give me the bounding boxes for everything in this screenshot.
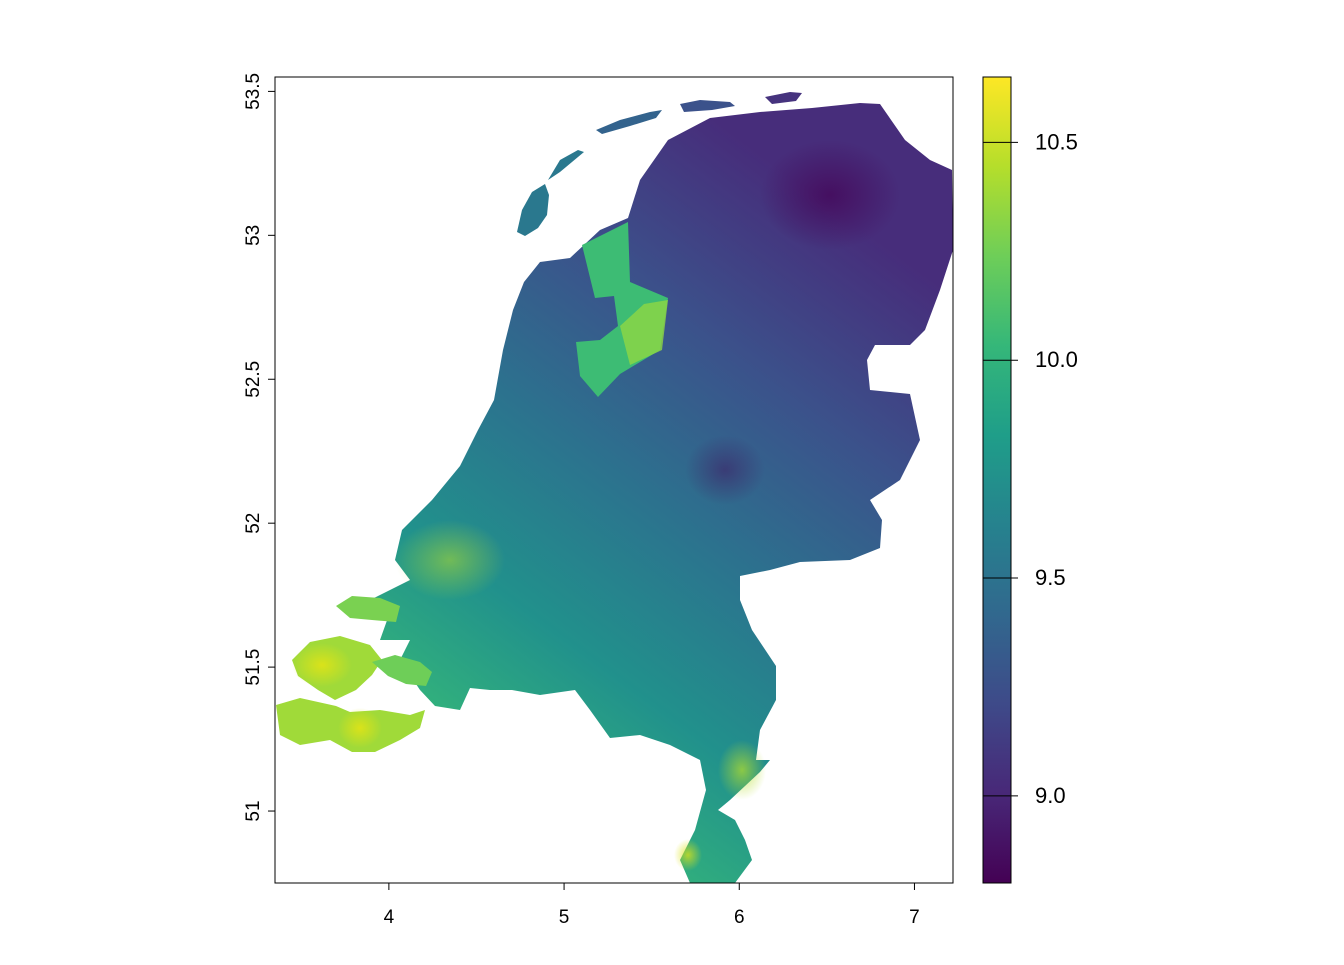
y-tick-label: 52.5 xyxy=(243,361,264,398)
y-tick-label: 51 xyxy=(243,800,264,821)
wadden-island-texel xyxy=(517,184,549,236)
plot-frame xyxy=(274,76,954,884)
mainland xyxy=(370,103,953,883)
hotspot-zeeland xyxy=(292,643,352,687)
x-tick-label: 5 xyxy=(559,907,570,928)
temperature-raster xyxy=(276,92,953,883)
zeeland-beveland xyxy=(372,655,432,686)
colorbar-tick-label: 9.0 xyxy=(1035,783,1066,808)
wadden-island-vlieland xyxy=(548,150,584,180)
wadden-island-ameland xyxy=(680,100,735,112)
hotspot-limburg-south xyxy=(674,839,702,871)
x-tick-label: 7 xyxy=(909,907,920,928)
colorbar-tick-label: 9.5 xyxy=(1035,565,1066,590)
coldspot-veluwe xyxy=(685,435,765,505)
zeeland-schouwen xyxy=(336,596,400,622)
colorbar-tick-label: 10.5 xyxy=(1035,129,1078,154)
coldspot-drenthe xyxy=(760,140,900,250)
x-axis: 4 5 6 7 xyxy=(384,883,920,928)
y-axis: 51 51.5 52 52.5 53 53.5 xyxy=(243,73,275,822)
y-tick-label: 53.5 xyxy=(243,73,264,110)
colorbar-tick-label: 10.0 xyxy=(1035,347,1078,372)
hotspot-flanders xyxy=(338,708,382,748)
x-tick-label: 6 xyxy=(734,907,745,928)
hotspot-limburg xyxy=(718,740,766,800)
hotspot-coast xyxy=(395,520,505,600)
wadden-island-schiermonnikoog xyxy=(765,92,802,104)
colorbar-ticks: 9.0 9.5 10.0 10.5 xyxy=(983,129,1078,808)
y-tick-label: 51.5 xyxy=(243,649,264,686)
x-tick-label: 4 xyxy=(384,907,395,928)
colorbar xyxy=(982,76,1012,884)
y-tick-label: 52 xyxy=(243,513,264,534)
y-tick-label: 53 xyxy=(243,225,264,246)
wadden-island-terschelling xyxy=(596,110,662,134)
flevoland-south xyxy=(620,300,668,365)
